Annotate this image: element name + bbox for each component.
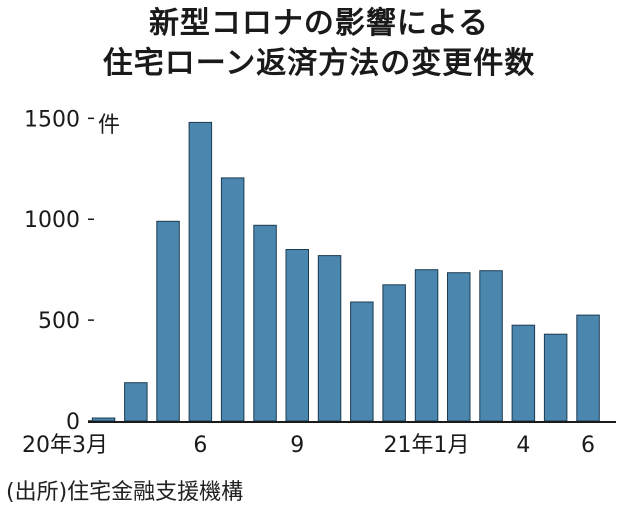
- x-tick-label-1: 6: [193, 433, 207, 458]
- bar-6: [285, 249, 309, 422]
- bar-14: [543, 333, 568, 422]
- y-axis-unit-label: 件: [98, 113, 120, 138]
- bar-11: [447, 272, 471, 422]
- chart-title: 新型コロナの影響による 住宅ローン返済方法の変更件数: [0, 4, 638, 84]
- y-tick-label-2: 1000: [24, 208, 80, 233]
- x-tick-label-4: 4: [516, 433, 530, 458]
- bar-2: [156, 220, 180, 422]
- bar-4: [220, 177, 245, 422]
- bars-group: [91, 121, 600, 422]
- bar-10: [414, 269, 439, 422]
- bar-12: [479, 270, 503, 422]
- bar-9: [382, 284, 406, 422]
- y-tick-label-3: 1500: [24, 107, 80, 132]
- bar-7: [317, 255, 342, 422]
- bar-0: [91, 417, 116, 422]
- bar-13: [511, 324, 536, 422]
- chart-title-line-1: 新型コロナの影響による: [148, 6, 490, 41]
- y-axis-ticks: 0 500 1000 1500: [24, 107, 94, 435]
- bar-8: [350, 301, 374, 422]
- x-tick-label-2: 9: [290, 433, 304, 458]
- bar-3: [188, 121, 213, 422]
- bar-1: [124, 382, 148, 422]
- x-tick-label-5: 6: [581, 433, 595, 458]
- y-tick-label-1: 500: [38, 309, 80, 334]
- bar-15: [576, 314, 600, 422]
- x-tick-label-0: 20年3月: [22, 433, 108, 458]
- chart-title-line-2: 住宅ローン返済方法の変更件数: [102, 46, 536, 81]
- x-axis-ticks: 20年3月 6 9 21年1月 4 6: [22, 433, 595, 458]
- y-tick-label-0: 0: [66, 410, 80, 435]
- bar-5: [253, 224, 277, 422]
- source-note: (出所)住宅金融支援機構: [6, 480, 244, 505]
- x-tick-label-3: 21年1月: [384, 433, 470, 458]
